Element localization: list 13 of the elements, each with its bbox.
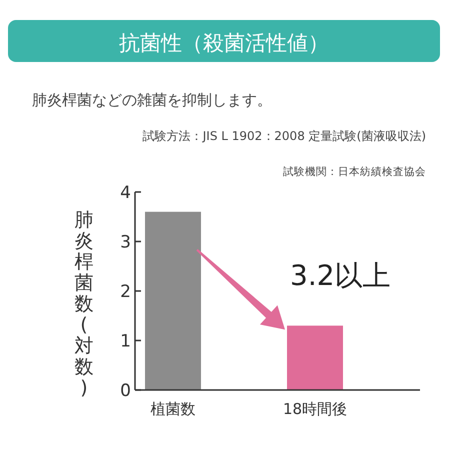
x-tick-label: 植菌数 xyxy=(150,400,196,418)
text: 試験機関：日本紡績検査協会 xyxy=(283,165,426,178)
y-tick-label: 2 xyxy=(120,282,131,302)
y-tick-label: 1 xyxy=(120,332,131,352)
text: 肺炎桿菌数(対数) xyxy=(74,209,94,399)
y-tick-label: 4 xyxy=(120,183,131,203)
x-tick-label: 18時間後 xyxy=(282,400,348,418)
y-tick-label: 0 xyxy=(120,381,131,401)
chart-title: 抗菌性（殺菌活性値） xyxy=(119,31,329,55)
annotation: 3.2以上 xyxy=(290,259,391,292)
text: 試験方法：JIS L 1902：2008 定量試験(菌液吸収法) xyxy=(142,129,426,143)
y-tick-label: 3 xyxy=(120,232,131,252)
chart-subtitle: 肺炎桿菌などの雑菌を抑制します。 xyxy=(32,91,272,109)
